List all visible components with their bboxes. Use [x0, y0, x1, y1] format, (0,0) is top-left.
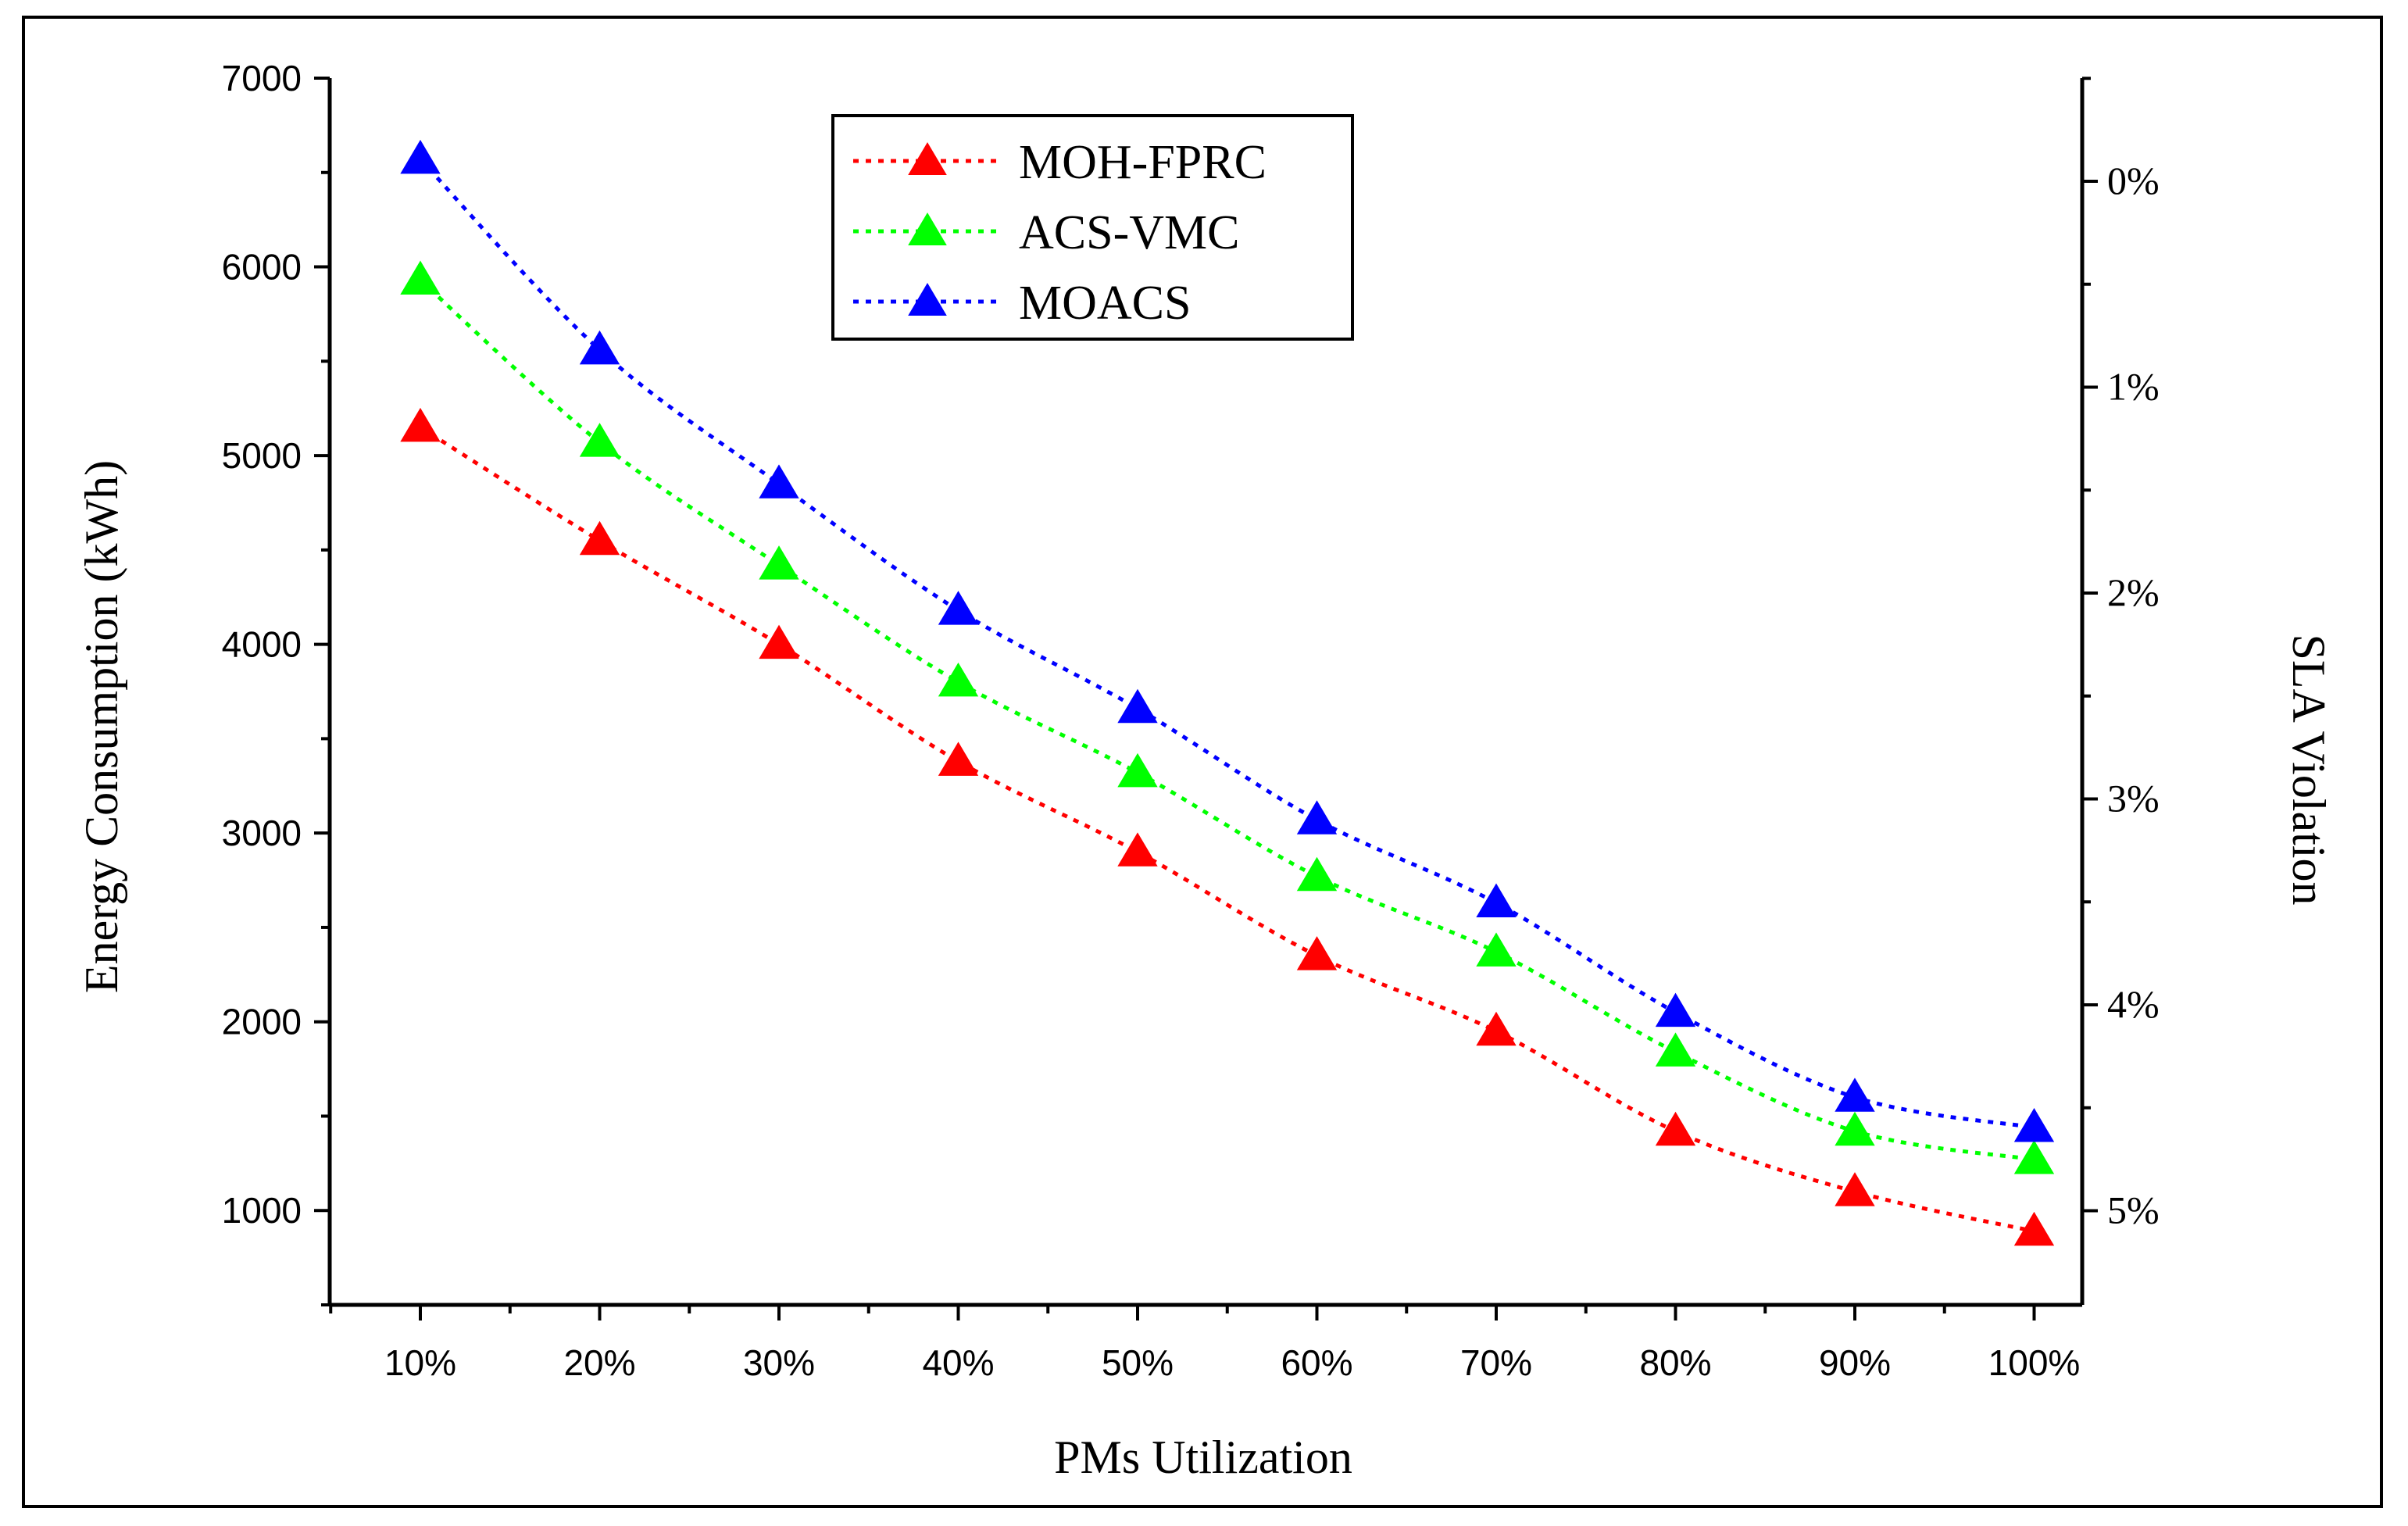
- data-point-moh-fprc: [759, 624, 799, 659]
- data-point-moh-fprc: [2013, 1211, 2055, 1246]
- data-point-moacs: [1476, 883, 1517, 918]
- data-point-moacs: [2013, 1107, 2055, 1142]
- y2-axis-title: SLA Violation: [2283, 634, 2335, 906]
- x-tick-label: 20%: [563, 1342, 635, 1383]
- data-point-moacs: [938, 591, 979, 625]
- figure-frame: [22, 16, 2383, 1508]
- y-axis-title: Energy Consumption (kWh): [76, 460, 127, 993]
- data-point-acs-vmc: [1117, 752, 1158, 788]
- x-tick-label: 50%: [1102, 1342, 1174, 1383]
- data-point-acs-vmc: [1655, 1032, 1696, 1067]
- data-point-moacs: [400, 139, 441, 174]
- data-point-acs-vmc: [1296, 856, 1338, 892]
- data-point-moacs: [1117, 688, 1158, 724]
- y-tick-label: 7000: [222, 58, 302, 98]
- y-tick-label: 5000: [222, 435, 302, 476]
- data-point-moh-fprc: [1655, 1111, 1696, 1146]
- data-point-acs-vmc: [938, 662, 979, 697]
- y2-tick-label: 3%: [2107, 777, 2160, 820]
- y2-tick-label: 4%: [2107, 982, 2160, 1026]
- data-point-moh-fprc: [579, 520, 620, 556]
- legend-label-moh-fprc: MOH-FPRC: [1019, 136, 1267, 189]
- data-point-moacs: [1655, 992, 1696, 1027]
- data-point-acs-vmc: [400, 260, 441, 295]
- data-point-moacs: [759, 464, 799, 499]
- series-line-acs-vmc: [419, 278, 2035, 1162]
- y2-tick-label: 0%: [2107, 159, 2160, 202]
- data-point-acs-vmc: [759, 545, 799, 580]
- y-tick-label: 3000: [222, 813, 302, 853]
- data-point-moh-fprc: [400, 407, 441, 442]
- data-point-moh-fprc: [1476, 1011, 1517, 1046]
- data-point-acs-vmc: [1476, 932, 1517, 967]
- y2-tick-label: 1%: [2107, 365, 2160, 409]
- data-point-moh-fprc: [1296, 936, 1338, 970]
- legend-label-acs-vmc: ACS-VMC: [1019, 206, 1240, 259]
- data-point-moh-fprc: [1117, 832, 1158, 867]
- series-line-moacs: [419, 158, 2035, 1130]
- data-point-acs-vmc: [579, 423, 620, 457]
- legend-marker-moacs: [908, 283, 947, 316]
- x-tick-label: 10%: [384, 1342, 456, 1383]
- data-point-moacs: [1835, 1077, 1875, 1112]
- y2-tick-label: 2%: [2107, 570, 2160, 614]
- y-tick-label: 4000: [222, 624, 302, 665]
- data-point-acs-vmc: [1835, 1111, 1875, 1146]
- x-tick-label: 60%: [1281, 1342, 1352, 1383]
- y-tick-label: 6000: [222, 247, 302, 288]
- legend-label-moacs: MOACS: [1019, 277, 1191, 330]
- y2-tick-label: 5%: [2107, 1188, 2160, 1232]
- legend-marker-moh-fprc: [908, 142, 947, 175]
- x-tick-label: 70%: [1460, 1342, 1532, 1383]
- data-point-moacs: [579, 330, 620, 365]
- data-point-moacs: [1296, 800, 1338, 834]
- data-point-moh-fprc: [938, 742, 979, 776]
- legend-marker-acs-vmc: [908, 213, 947, 245]
- data-point-acs-vmc: [2013, 1140, 2055, 1174]
- x-tick-label: 30%: [743, 1342, 815, 1383]
- data-point-moh-fprc: [1835, 1172, 1875, 1206]
- x-axis-title: PMs Utilization: [1054, 1431, 1352, 1483]
- y-tick-label: 2000: [222, 1002, 302, 1042]
- x-tick-label: 40%: [922, 1342, 994, 1383]
- x-tick-label: 90%: [1819, 1342, 1891, 1383]
- series-line-moh-fprc: [419, 425, 2035, 1234]
- x-tick-label: 100%: [1988, 1342, 2081, 1383]
- y-tick-label: 1000: [222, 1190, 302, 1231]
- x-tick-label: 80%: [1639, 1342, 1711, 1383]
